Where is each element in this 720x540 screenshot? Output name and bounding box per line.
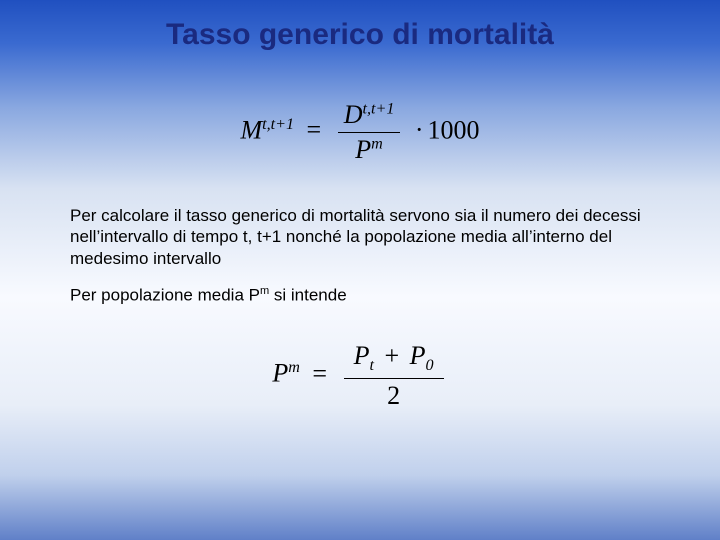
- sub-0: 0: [426, 358, 434, 375]
- sup-m-den: m: [371, 135, 383, 152]
- para2-part-a: Per popolazione media P: [70, 285, 260, 304]
- formula-mortality-rate: Mt,t+1 = Dt,t+1 Pm ·1000: [0, 100, 720, 165]
- sup-t-t1-num: t,t+1: [362, 100, 394, 117]
- sup-t-t1-left: t,t+1: [262, 116, 294, 133]
- sup-m-left: m: [288, 359, 300, 376]
- paragraph-population-mean: Per popolazione media Pm si intende: [70, 285, 650, 306]
- formula-population-mean: Pm = Pt + P0 2: [0, 341, 720, 410]
- para2-sup-m: m: [260, 285, 269, 297]
- fraction-1: Dt,t+1 Pm: [338, 100, 401, 165]
- var-P-den: P: [355, 135, 371, 164]
- dot-op: ·: [415, 115, 424, 144]
- paragraph-explanation: Per calcolare il tasso generico di morta…: [70, 205, 650, 269]
- equals-1: =: [307, 115, 322, 144]
- var-Pt: P: [354, 341, 370, 370]
- var-M: M: [240, 115, 262, 144]
- fraction-1-num: Dt,t+1: [338, 100, 401, 133]
- var-D: D: [344, 100, 363, 129]
- var-P-left: P: [272, 359, 288, 388]
- sub-t: t: [369, 358, 373, 375]
- para2-part-b: si intende: [269, 285, 347, 304]
- fraction-2: Pt + P0 2: [344, 341, 444, 410]
- fraction-2-num: Pt + P0: [344, 341, 444, 378]
- fraction-2-den: 2: [344, 379, 444, 411]
- fraction-1-den: Pm: [338, 133, 401, 165]
- plus-op: +: [384, 341, 399, 370]
- equals-2: =: [312, 359, 327, 388]
- var-P0: P: [410, 341, 426, 370]
- slide-title: Tasso generico di mortalità: [0, 0, 720, 52]
- factor-1000: 1000: [428, 115, 480, 144]
